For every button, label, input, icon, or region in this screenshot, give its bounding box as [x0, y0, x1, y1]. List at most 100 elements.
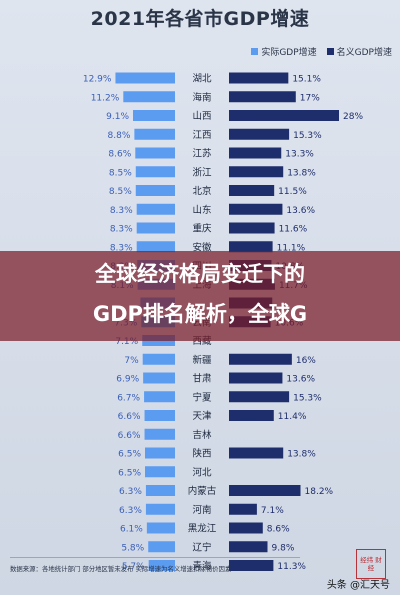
real-growth-bar: [144, 410, 175, 421]
province-label: 山西: [192, 111, 211, 122]
nominal-growth-bar: [229, 353, 292, 365]
nominal-growth-bar: [229, 147, 282, 159]
title-banner: [0, 251, 400, 341]
province-label: 北京: [192, 185, 211, 197]
real-growth-bar: [115, 72, 175, 84]
real-growth-bar: [135, 185, 175, 196]
real-growth-bar: [136, 203, 175, 215]
nominal-value-label: 28%: [343, 112, 363, 122]
nominal-value-label: 11.3%: [277, 562, 306, 572]
nominal-value-label: 9.8%: [272, 543, 295, 553]
banner-line-1: 全球经济格局变迁下的: [95, 262, 305, 286]
real-growth-bar: [133, 110, 175, 121]
nominal-growth-bar: [229, 91, 296, 103]
nominal-value-label: 15.3%: [293, 393, 322, 403]
nominal-growth-bar: [229, 128, 290, 140]
real-value-label: 6.6%: [118, 431, 141, 441]
watermark: 头条 @汇天号: [326, 580, 390, 591]
province-label: 陕西: [192, 448, 211, 460]
real-value-label: 8.8%: [108, 131, 131, 141]
real-value-label: 6.5%: [118, 450, 141, 460]
real-growth-bar: [136, 241, 175, 253]
province-label: 河北: [192, 466, 212, 478]
province-label: 辽宁: [192, 541, 211, 553]
province-label: 天津: [192, 411, 212, 422]
province-label: 安徽: [192, 241, 212, 253]
nominal-growth-bar: [229, 410, 274, 421]
nominal-growth-bar: [229, 503, 257, 515]
nominal-value-label: 15.1%: [292, 75, 321, 85]
nominal-value-label: 16%: [296, 356, 316, 366]
nominal-value-label: 11.1%: [277, 243, 306, 253]
province-label: 甘肃: [192, 373, 211, 385]
real-growth-bar: [148, 560, 175, 571]
province-label: 新疆: [192, 354, 212, 366]
nominal-growth-bar: [229, 241, 273, 253]
stamp-text: 经纬 财经: [360, 556, 382, 572]
real-growth-bar: [123, 91, 175, 103]
real-growth-bar: [143, 372, 175, 384]
real-growth-bar: [145, 466, 175, 478]
province-label: 湖北: [192, 74, 212, 85]
legend-real-label: 实际GDP增速: [261, 48, 317, 58]
nominal-growth-bar: [229, 110, 339, 121]
nominal-growth-bar: [229, 203, 283, 215]
real-growth-bar: [145, 447, 175, 459]
nominal-value-label: 13.6%: [286, 375, 315, 385]
real-growth-bar: [144, 391, 175, 403]
legend-real: 实际GDP增速: [251, 45, 317, 58]
nominal-value-label: 18.2%: [305, 487, 334, 497]
real-value-label: 8.3%: [110, 225, 133, 235]
real-value-label: 9.1%: [106, 112, 129, 122]
nominal-value-label: 11.6%: [279, 225, 308, 235]
real-growth-bar: [142, 353, 175, 365]
nominal-value-label: 13.6%: [286, 206, 315, 216]
real-value-label: 8.5%: [109, 168, 132, 178]
real-value-label: 6.9%: [116, 375, 139, 385]
nominal-value-label: 13.8%: [287, 450, 316, 460]
real-value-label: 8.3%: [110, 206, 133, 216]
real-value-label: 7.1%: [115, 337, 138, 347]
nominal-growth-bar: [229, 185, 275, 196]
real-value-label: 5.7%: [122, 562, 145, 572]
nominal-growth-bar: [229, 485, 301, 496]
real-growth-bar: [134, 128, 175, 140]
nominal-value-label: 11.4%: [278, 412, 307, 422]
real-value-label: 8.6%: [108, 150, 131, 160]
legend-swatch-nominal: [326, 48, 334, 55]
nominal-value-label: 13.8%: [287, 168, 316, 178]
nominal-growth-bar: [229, 447, 284, 459]
province-label: 黑龙江: [188, 523, 217, 535]
real-growth-bar: [135, 166, 175, 178]
nominal-value-label: 8.6%: [267, 525, 290, 535]
nominal-growth-bar: [229, 541, 268, 553]
data-source-note: 数据来源：各地统计部门 部分地区暂未发布 实际增速为名义增速扣除物价因素: [10, 557, 300, 573]
real-growth-bar: [145, 503, 175, 515]
banner-line-2: GDP排名解析，全球G: [92, 302, 308, 326]
real-growth-bar: [145, 485, 175, 496]
real-value-label: 6.3%: [119, 506, 142, 516]
legend-swatch-real: [251, 48, 259, 55]
nominal-growth-bar: [229, 391, 290, 403]
nominal-growth-bar: [229, 72, 289, 84]
nominal-value-label: 17%: [300, 93, 320, 103]
real-growth-bar: [135, 147, 175, 159]
legend-nominal-label: 名义GDP增速: [336, 48, 392, 58]
province-label: 山东: [192, 204, 211, 216]
real-value-label: 7%: [124, 356, 139, 366]
real-value-label: 8.3%: [110, 243, 133, 253]
legend-nominal: 名义GDP增速: [326, 45, 392, 58]
real-value-label: 6.5%: [118, 468, 141, 478]
real-growth-bar: [148, 541, 175, 553]
nominal-growth-bar: [229, 166, 284, 178]
real-value-label: 6.3%: [119, 487, 142, 497]
province-label: 吉林: [192, 429, 212, 441]
province-label: 内蒙古: [188, 485, 217, 497]
province-label: 江苏: [192, 148, 212, 160]
real-value-label: 6.7%: [117, 393, 140, 403]
nominal-growth-bar: [229, 222, 275, 234]
real-value-label: 11.2%: [91, 93, 120, 103]
real-growth-bar: [146, 522, 175, 534]
chart-title: 2021年各省市GDP增速: [90, 8, 310, 30]
